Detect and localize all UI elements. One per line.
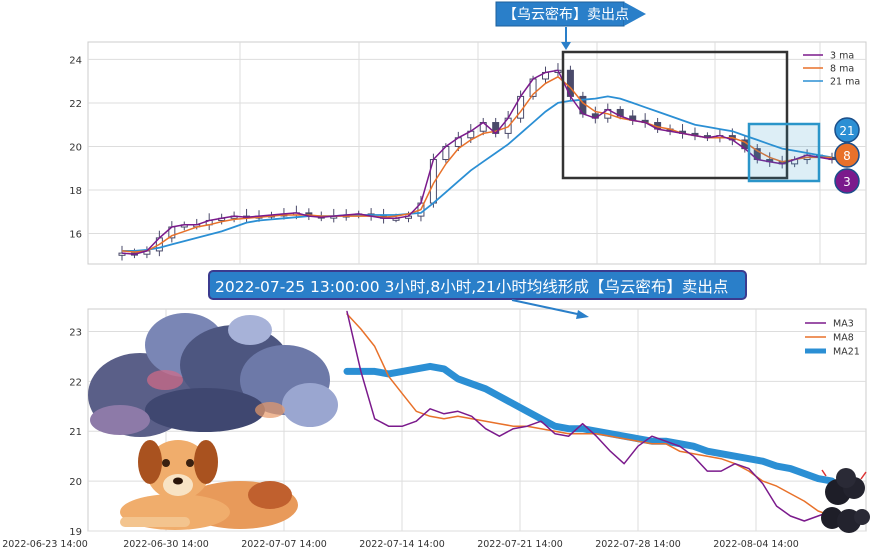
bottom-x-tick-label-4: 2022-07-21 14:00 <box>477 539 563 550</box>
badge-21-text: 21 <box>839 124 854 138</box>
bottom-y-tick-label-1: 20 <box>69 477 82 488</box>
badge-8: 8 <box>834 142 860 168</box>
bottom-x-tick-label-3: 2022-07-14 14:00 <box>359 539 445 550</box>
top-series-line-21-ma <box>122 95 833 252</box>
bottom-legend-label-1: MA8 <box>833 333 854 344</box>
top-y-tick-label-0: 16 <box>69 230 82 241</box>
top-y-tick-label-1: 18 <box>69 186 82 197</box>
top-label-arrow-tip <box>624 2 646 26</box>
dark-cloud-icon <box>821 468 870 533</box>
badges: 21 8 3 <box>834 117 860 194</box>
bottom-x-tick-label-2: 2022-07-07 14:00 <box>241 539 327 550</box>
top-label-text: 【乌云密布】卖出点 <box>503 6 629 23</box>
annotation-label: 2022-07-25 13:00:00 3小时,8小时,21小时均线形成【乌云密… <box>208 270 747 319</box>
bottom-series-line-MA8 <box>346 313 833 517</box>
top-label: 【乌云密布】卖出点 <box>495 1 646 50</box>
annotation-arrow-shaft <box>511 299 583 316</box>
top-plot-area <box>87 41 867 265</box>
bottom-legend-label-0: MA3 <box>833 319 854 330</box>
bottom-y-tick-label-3: 22 <box>69 377 82 388</box>
badge-21: 21 <box>834 117 860 143</box>
highlight-box <box>747 122 821 183</box>
badge-3-text: 3 <box>843 175 851 189</box>
bottom-x-tick-label-1: 2022-06-30 14:00 <box>123 539 209 550</box>
top-legend-label-2: 21 ma <box>830 77 860 88</box>
top-label-pointer-head <box>561 42 571 50</box>
dog-illustration <box>120 440 298 530</box>
bottom-y-tick-label-4: 23 <box>69 327 82 338</box>
top-y-tick-label-3: 22 <box>69 99 82 110</box>
top-y-tick-label-4: 24 <box>69 55 82 66</box>
badge-8-text: 8 <box>843 149 851 163</box>
pattern-box <box>561 50 789 180</box>
bottom-legend-label-2: MA21 <box>833 347 860 358</box>
bottom-x-tick-label-5: 2022-07-28 14:00 <box>595 539 681 550</box>
top-y-tick-label-2: 20 <box>69 142 82 153</box>
bottom-y-tick-label-0: 19 <box>69 527 82 538</box>
bottom-x-tick-label-6: 2022-08-04 14:00 <box>713 539 799 550</box>
top-panel: 16 18 20 22 24 3 ma 8 ma 21 ma <box>69 41 867 265</box>
annotation-text: 2022-07-25 13:00:00 3小时,8小时,21小时均线形成【乌云密… <box>215 278 728 296</box>
bottom-x-tick-label-0: 2022-06-23 14:00 <box>2 539 88 550</box>
top-series-line-3-ma <box>121 69 833 255</box>
bottom-series-line-MA3 <box>346 310 833 522</box>
annotation-box <box>208 270 747 300</box>
badge-3: 3 <box>834 168 860 194</box>
storm-cloud-illustration <box>88 313 338 437</box>
bottom-y-tick-label-2: 21 <box>69 427 82 438</box>
annotation-arrow-head <box>576 310 589 319</box>
top-legend-label-1: 8 ma <box>830 64 854 75</box>
top-legend-label-0: 3 ma <box>830 51 854 62</box>
top-label-box <box>495 1 625 27</box>
top-series-line-8-ma <box>121 75 832 253</box>
